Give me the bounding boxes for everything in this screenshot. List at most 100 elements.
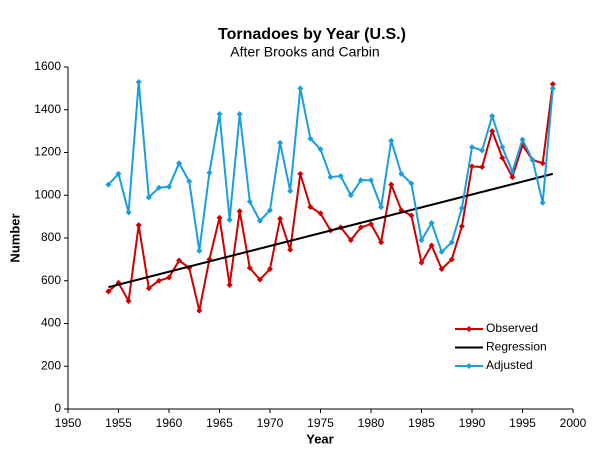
y-tick-label: 800 [41, 230, 61, 244]
marker [166, 274, 172, 281]
marker [135, 222, 142, 229]
marker [418, 237, 425, 244]
x-tick-label: 1975 [307, 416, 334, 430]
marker [357, 177, 364, 184]
marker [347, 237, 354, 244]
marker [388, 137, 395, 144]
marker [378, 239, 385, 246]
x-tick-label: 1985 [408, 416, 435, 430]
x-tick-label: 2000 [560, 416, 587, 430]
marker [418, 259, 425, 266]
marker [499, 154, 506, 161]
marker [438, 248, 445, 255]
marker [317, 210, 324, 217]
y-tick-label: 0 [54, 401, 61, 415]
marker [337, 173, 344, 180]
marker [408, 180, 415, 187]
x-tick-label: 1995 [509, 416, 536, 430]
marker [368, 221, 374, 228]
y-tick-label: 1000 [34, 187, 61, 201]
marker [327, 174, 334, 181]
legend-marker [466, 326, 472, 332]
marker [206, 169, 213, 176]
marker [246, 264, 253, 271]
marker [438, 265, 445, 272]
marker [277, 139, 284, 146]
marker [297, 85, 304, 92]
y-axis-title: Number [7, 213, 22, 262]
marker [469, 163, 475, 170]
marker [277, 215, 284, 222]
y-tick-label: 1600 [34, 59, 61, 73]
x-axis-title: Year [306, 431, 333, 446]
x-tick-label: 1990 [459, 416, 486, 430]
marker [155, 277, 162, 284]
y-tick-label: 200 [41, 358, 61, 372]
marker [196, 307, 203, 314]
x-tick-label: 1980 [358, 416, 385, 430]
marker [196, 247, 203, 254]
marker [256, 276, 263, 283]
marker [216, 214, 223, 221]
series-line [107, 81, 554, 254]
marker [226, 282, 233, 289]
marker [469, 144, 475, 151]
marker [105, 181, 112, 188]
marker [368, 177, 374, 184]
marker [357, 224, 364, 231]
marker [347, 192, 354, 199]
marker [479, 147, 486, 154]
x-tick-label: 1960 [156, 416, 183, 430]
marker [297, 170, 304, 177]
legend-label: Regression [486, 340, 547, 354]
marker [317, 146, 324, 153]
marker [115, 170, 122, 177]
marker [489, 113, 496, 120]
marker [398, 170, 405, 177]
y-tick-label: 600 [41, 273, 61, 287]
marker [378, 204, 385, 211]
marker [499, 144, 506, 151]
marker [428, 242, 435, 249]
marker [145, 194, 152, 201]
x-tick-label: 1955 [105, 416, 132, 430]
marker [529, 156, 536, 163]
legend-label: Observed [486, 321, 538, 335]
marker [549, 85, 556, 92]
marker [458, 205, 465, 212]
marker [489, 128, 496, 135]
marker [155, 184, 162, 191]
marker [509, 174, 516, 181]
marker [166, 183, 172, 190]
marker [479, 164, 486, 171]
marker [246, 198, 253, 205]
marker [408, 212, 415, 219]
legend-marker [466, 363, 472, 369]
marker [267, 265, 273, 272]
marker [509, 168, 516, 175]
marker [307, 204, 314, 211]
y-tick-label: 1200 [34, 145, 61, 159]
marker [448, 239, 455, 246]
marker [287, 187, 294, 194]
marker [176, 160, 183, 167]
marker [539, 199, 546, 206]
marker [267, 207, 273, 214]
x-tick-label: 1970 [257, 416, 284, 430]
marker [125, 298, 132, 305]
marker [236, 208, 243, 215]
marker [176, 257, 183, 264]
marker [428, 220, 435, 227]
marker [226, 216, 233, 223]
series-line [108, 172, 554, 289]
marker [519, 136, 526, 143]
chart-subtitle: After Brooks and Carbin [230, 44, 379, 60]
marker [287, 246, 294, 253]
marker [256, 217, 263, 224]
marker [186, 178, 193, 185]
marker [388, 181, 395, 188]
marker [105, 288, 112, 295]
y-tick-label: 1400 [34, 102, 61, 116]
chart-title: Tornadoes by Year (U.S.) [218, 26, 406, 43]
series-line [107, 83, 554, 311]
